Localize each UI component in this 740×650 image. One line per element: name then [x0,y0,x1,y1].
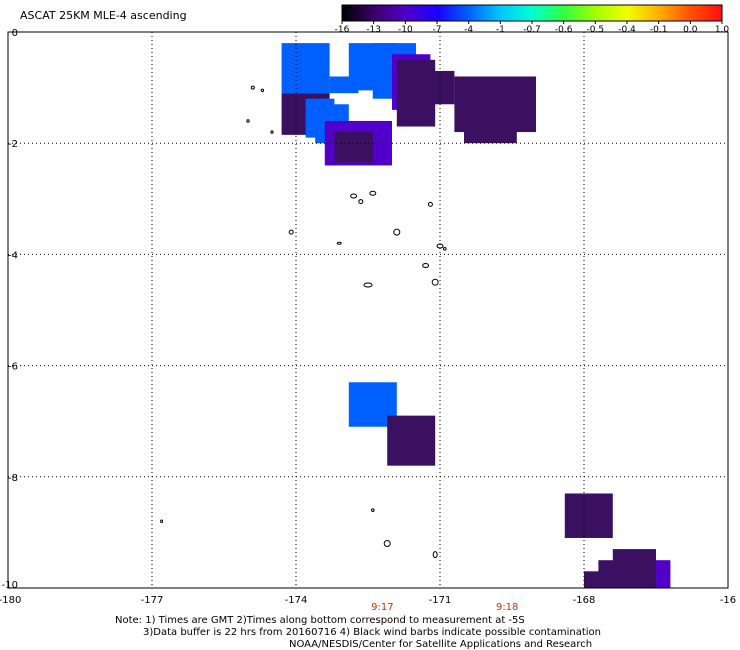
colorbar-label: -0.6 [555,25,573,35]
island-outline [371,508,375,512]
island-outline [369,190,377,196]
data-cells [281,43,671,588]
y-tick-label: 0 [12,28,18,39]
island-outline [288,229,294,235]
data-cell [564,493,613,538]
x-tick-label: -168 [573,595,596,606]
x-tick-label: -16 [720,595,736,606]
note-line-3: NOAA/NESDIS/Center for Satellite Applica… [289,639,593,650]
colorbar-label: -13 [366,25,381,35]
axis-tick-labels: -180 -177 -174 -171 -168 -16 0 -2 -4 -6 -8 -10 [0,28,736,606]
data-cell [281,43,330,94]
island-outline [160,519,164,524]
island-outline [393,228,401,236]
data-cell [329,76,359,94]
island-outline [432,551,438,559]
note-line-1: Note: 1) Times are GMT 2)Times along bot… [115,615,525,626]
grid-lines [8,32,728,588]
colorbar-label: -0.7 [523,25,541,35]
time-label: 9:17 [371,602,393,613]
y-tick-label: -6 [8,362,18,373]
data-cell [584,571,623,588]
x-tick-label: -174 [285,595,308,606]
colorbar-label: -16 [335,25,350,35]
chart-title: ASCAT 25KM MLE-4 ascending [20,9,187,22]
island-outline [431,278,439,286]
data-cell [334,132,373,163]
data-cell [656,560,671,588]
island-outline [246,119,250,123]
island-outline [270,130,274,134]
y-tick-label: -10 [2,580,18,591]
island-outline [358,199,364,205]
island-outline [336,241,342,245]
colorbar-label: -1 [496,25,505,35]
island-outline [350,193,358,199]
island-outline [363,282,373,288]
colorbar-label: -0.1 [650,25,668,35]
colorbar-label: -7 [433,25,442,35]
data-cell [396,59,436,127]
island-outline [250,85,255,90]
colorbar-label: 1.0 [715,25,730,35]
island-outline [422,263,430,269]
colorbar-label: -0.4 [618,25,636,35]
island-outlines [160,85,447,559]
data-cell [387,415,436,466]
colorbar-label: -10 [398,25,413,35]
x-tick-label: -177 [141,595,164,606]
y-tick-label: -8 [8,473,18,484]
data-cell [464,126,517,144]
colorbar-label: -0.5 [587,25,605,35]
plot-frame [7,31,729,589]
island-outline [443,247,447,251]
y-tick-label: -2 [8,139,18,150]
island-outline [260,88,265,93]
y-tick-label: -4 [8,250,18,261]
colorbar-bar [341,4,723,22]
island-outline [427,201,433,207]
note-line-2: 3)Data buffer is 22 hrs from 20160716 4)… [143,627,601,638]
data-cell [454,76,536,133]
colorbar-label: -4 [464,25,473,35]
time-labels: 9:17 9:18 [371,602,518,613]
data-cell [430,70,455,105]
colorbar: -16 -13 -10 -7 -4 -1 -0.7 -0.6 -0.5 -0.4 -0.1 0.0 1.… [335,4,730,35]
x-tick-label: -180 [0,595,21,606]
x-tick-label: -171 [429,595,452,606]
time-label: 9:18 [496,602,518,613]
island-outline [383,540,391,548]
island-outline [436,243,444,249]
colorbar-label: 0.0 [683,25,698,35]
